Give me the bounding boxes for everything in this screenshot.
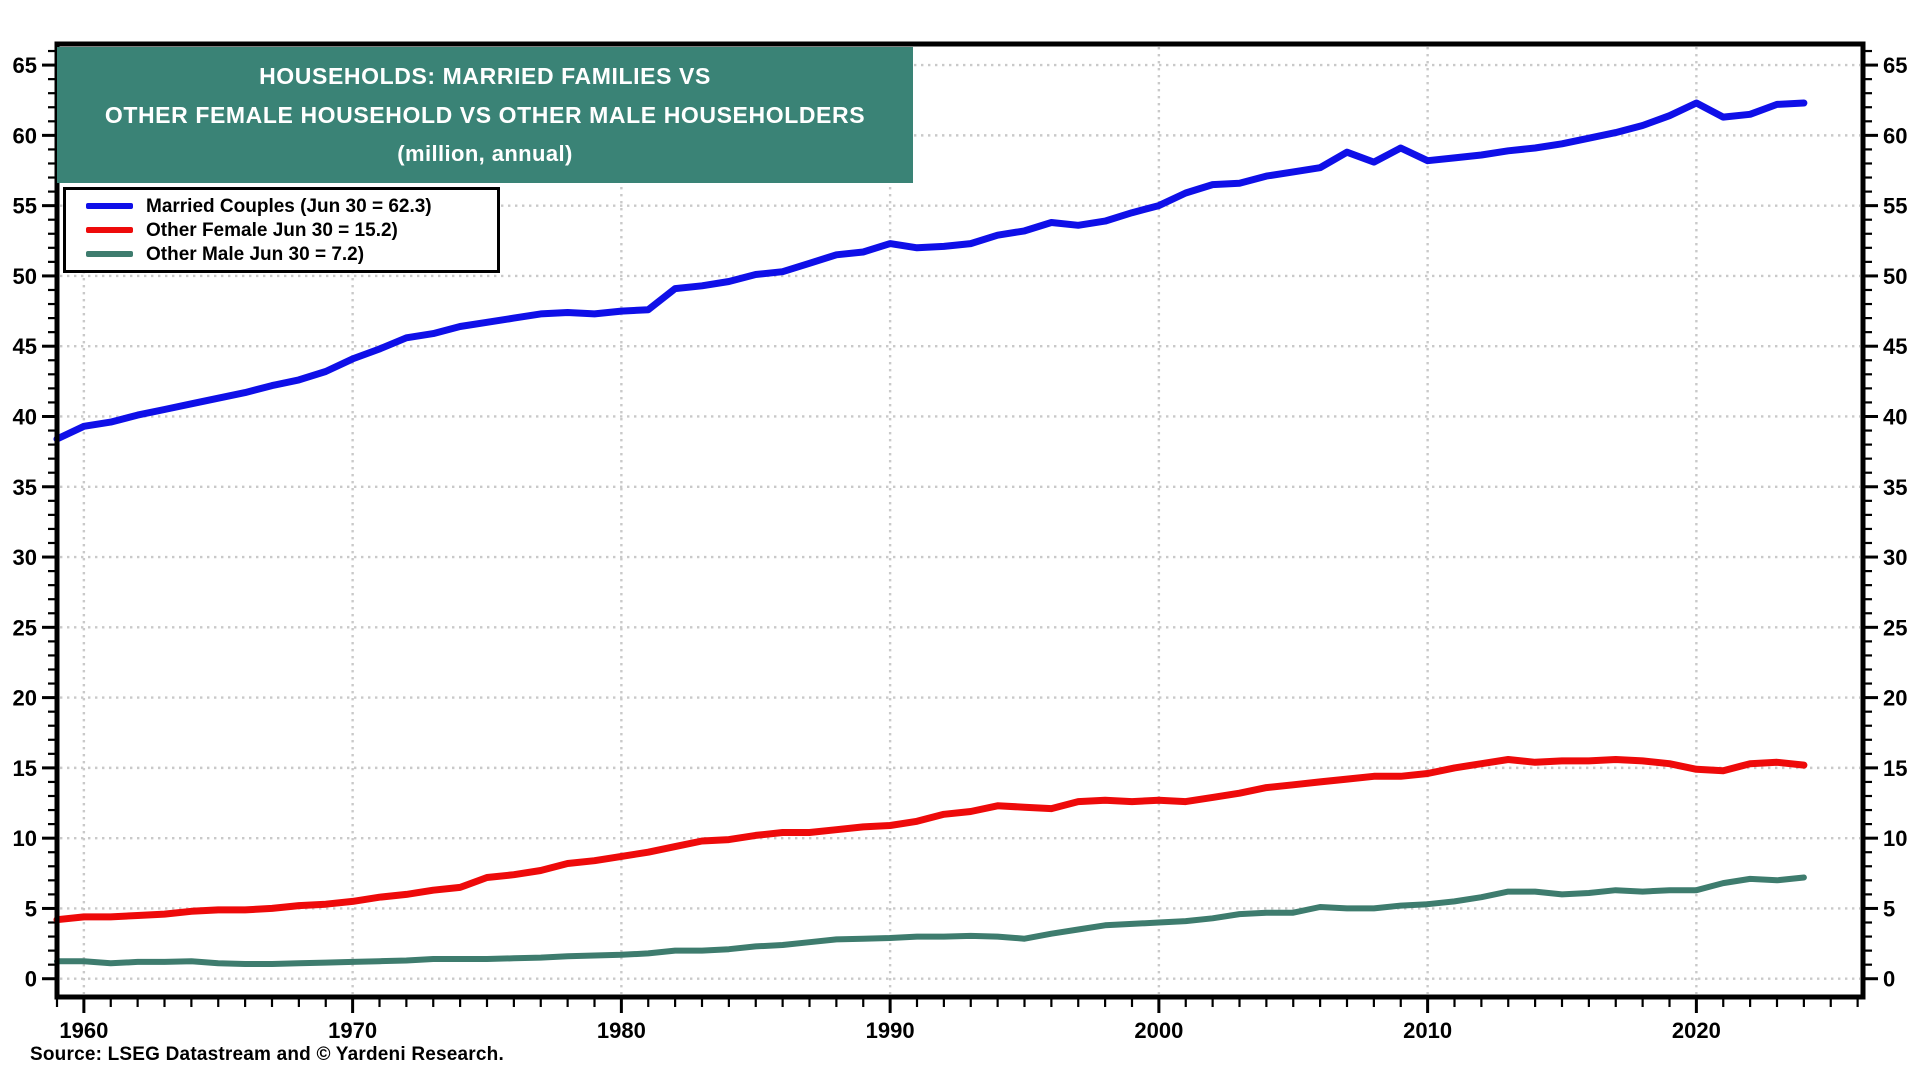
x-axis-label: 2000 <box>1134 1018 1183 1043</box>
legend-swatch-blue-line <box>86 203 133 209</box>
legend-label: Other Male Jun 30 = 7.2) <box>146 243 365 265</box>
series-line-married-couples <box>53 99 1808 443</box>
chart-title-line-1: HOUSEHOLDS: MARRIED FAMILIES VS <box>259 63 711 89</box>
y-axis-label-left: 50 <box>13 264 37 289</box>
series-line-other-male <box>54 874 1807 967</box>
data-series <box>53 99 1808 967</box>
y-axis-label-left: 40 <box>13 404 37 429</box>
series-line-other-female <box>53 756 1808 924</box>
legend-item-other-male: Other Male Jun 30 = 7.2) <box>86 242 497 266</box>
y-axis-label-right: 65 <box>1883 53 1907 78</box>
y-axis-label-right: 10 <box>1883 826 1907 851</box>
x-axis-label: 1970 <box>328 1018 377 1043</box>
x-axis-label: 2010 <box>1403 1018 1452 1043</box>
y-axis-label-left: 30 <box>13 545 37 570</box>
y-axis-label-right: 40 <box>1883 404 1907 429</box>
y-axis-label-left: 10 <box>13 826 37 851</box>
y-axis-label-left: 25 <box>13 615 37 640</box>
plot-border <box>54 41 1866 1000</box>
source-attribution: Source: LSEG Datastream and © Yardeni Re… <box>30 1044 504 1065</box>
y-axis-label-left: 60 <box>13 123 37 148</box>
legend-item-married-couples: Married Couples (Jun 30 = 62.3) <box>86 194 497 218</box>
y-axis-label-right: 30 <box>1883 545 1907 570</box>
y-axis-label-left: 15 <box>13 756 37 781</box>
y-axis-label-right: 35 <box>1883 475 1907 500</box>
y-axis-label-left: 5 <box>25 896 37 921</box>
legend-swatch-teal-line <box>86 251 133 257</box>
y-axis-label-left: 20 <box>13 686 37 711</box>
chart-legend: Married Couples (Jun 30 = 62.3) Other Fe… <box>63 187 500 273</box>
x-axis-label: 1980 <box>597 1018 646 1043</box>
legend-label: Married Couples (Jun 30 = 62.3) <box>146 195 432 217</box>
y-axis-label-left: 0 <box>25 967 37 992</box>
y-axis-label-right: 5 <box>1883 896 1895 921</box>
y-axis-label-right: 25 <box>1883 615 1907 640</box>
x-axis-label: 1990 <box>866 1018 915 1043</box>
y-axis-label-right: 55 <box>1883 194 1907 219</box>
y-axis-label-right: 0 <box>1883 967 1895 992</box>
y-axis-label-left: 35 <box>13 475 37 500</box>
chart-title-box: HOUSEHOLDS: MARRIED FAMILIES VS OTHER FE… <box>57 47 913 183</box>
legend-swatch-red-line <box>86 227 133 233</box>
chart-title-subtitle: (million, annual) <box>397 141 573 166</box>
y-axis-label-left: 45 <box>13 334 37 359</box>
y-axis-label-right: 50 <box>1883 264 1907 289</box>
y-axis-label-right: 20 <box>1883 686 1907 711</box>
y-axis-label-left: 65 <box>13 53 37 78</box>
legend-item-other-female: Other Female Jun 30 = 15.2) <box>86 218 497 242</box>
y-axis-label-right: 45 <box>1883 334 1907 359</box>
y-axis-label-left: 55 <box>13 194 37 219</box>
y-axis-label-right: 60 <box>1883 123 1907 148</box>
x-axis-label: 2020 <box>1672 1018 1721 1043</box>
gridlines <box>60 47 1860 994</box>
y-axis-label-right: 15 <box>1883 756 1907 781</box>
legend-label: Other Female Jun 30 = 15.2) <box>146 219 398 241</box>
chart-title-line-2: OTHER FEMALE HOUSEHOLD VS OTHER MALE HOU… <box>104 102 866 128</box>
axis-ticks <box>42 49 1878 1013</box>
x-axis-label: 1960 <box>59 1018 108 1043</box>
